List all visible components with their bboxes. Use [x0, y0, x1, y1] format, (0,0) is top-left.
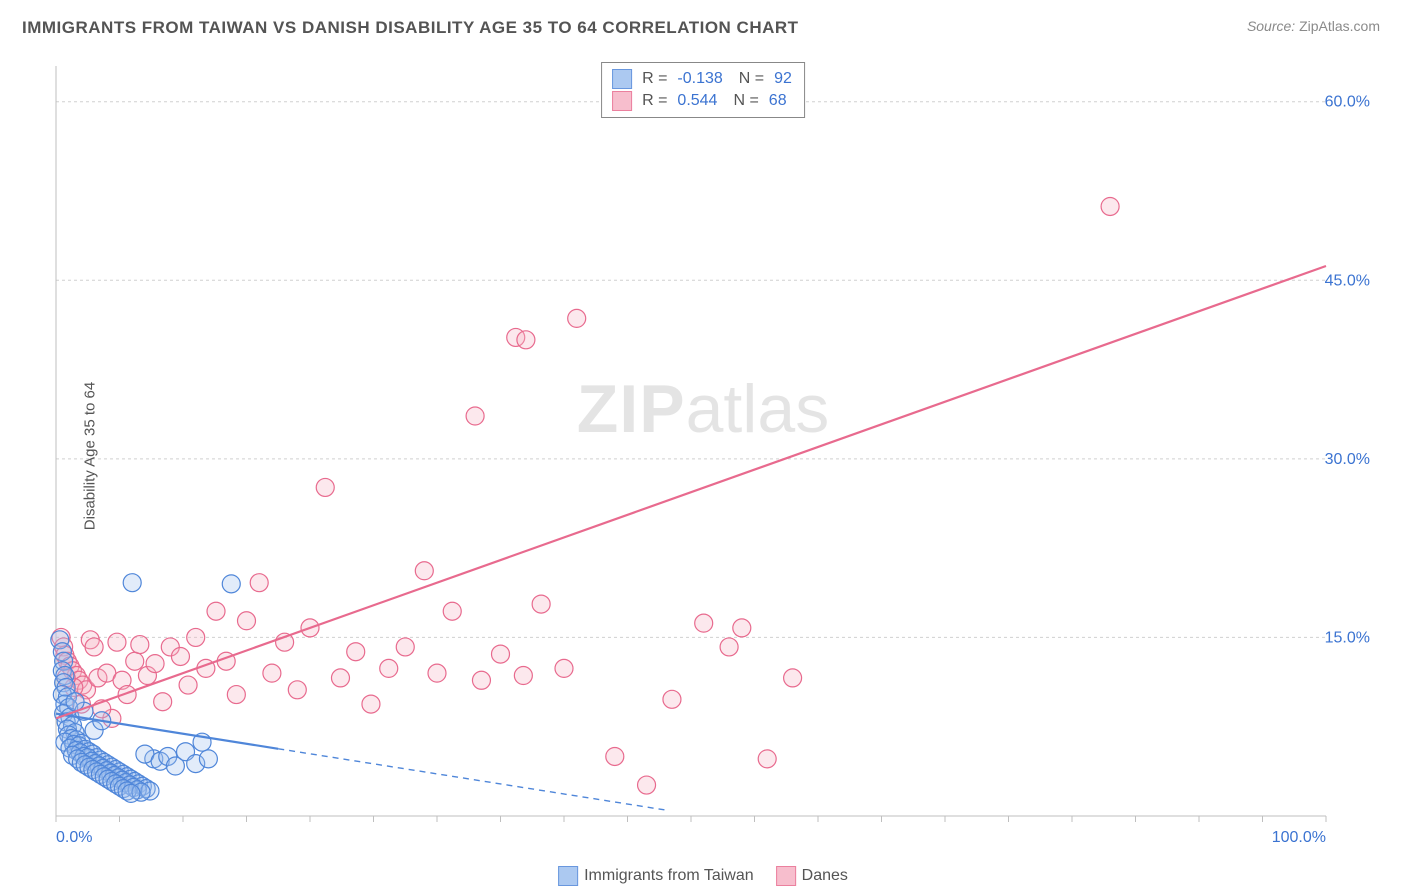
- data-point: [720, 638, 738, 656]
- y-tick-label: 30.0%: [1325, 451, 1370, 468]
- data-point: [695, 614, 713, 632]
- legend-label: Immigrants from Taiwan: [584, 867, 754, 884]
- data-point: [362, 695, 380, 713]
- data-point: [146, 655, 164, 673]
- data-point: [532, 595, 550, 613]
- legend-item: Immigrants from Taiwan: [558, 866, 754, 886]
- data-point: [123, 574, 141, 592]
- y-tick-label: 60.0%: [1325, 94, 1370, 111]
- data-point: [380, 659, 398, 677]
- legend-r-label: R =: [642, 90, 667, 112]
- legend-swatch: [558, 866, 578, 886]
- trend-line: [56, 266, 1326, 718]
- legend-r-label: R =: [642, 68, 667, 90]
- data-point: [66, 693, 84, 711]
- series-legend: Immigrants from Taiwan Danes: [558, 866, 848, 886]
- legend-n-label: N =: [733, 90, 758, 112]
- source-attribution: Source: ZipAtlas.com: [1247, 18, 1380, 34]
- data-point: [517, 331, 535, 349]
- x-tick-label: 0.0%: [56, 829, 92, 846]
- data-point: [472, 671, 490, 689]
- data-point: [171, 647, 189, 665]
- data-point: [227, 686, 245, 704]
- data-point: [514, 667, 532, 685]
- legend-n-label: N =: [739, 68, 764, 90]
- data-point: [238, 612, 256, 630]
- data-point: [555, 659, 573, 677]
- data-point: [187, 628, 205, 646]
- data-point: [126, 652, 144, 670]
- data-point: [443, 602, 461, 620]
- legend-swatch: [612, 69, 632, 89]
- data-point: [492, 645, 510, 663]
- source-label: Source:: [1247, 18, 1295, 34]
- data-point: [131, 636, 149, 654]
- legend-item: Danes: [776, 866, 848, 886]
- legend-r-value: 0.544: [677, 90, 717, 112]
- legend-swatch: [776, 866, 796, 886]
- correlation-legend: R =-0.138N =92R =0.544N =68: [601, 62, 805, 118]
- data-point: [784, 669, 802, 687]
- data-point: [331, 669, 349, 687]
- scatter-plot: 15.0% 30.0% 45.0% 60.0% 0.0% 100.0%: [46, 56, 1380, 856]
- data-point: [663, 690, 681, 708]
- data-point: [396, 638, 414, 656]
- data-point: [638, 776, 656, 794]
- data-point: [733, 619, 751, 637]
- data-point: [415, 562, 433, 580]
- data-point: [428, 664, 446, 682]
- data-point: [122, 784, 140, 802]
- legend-label: Danes: [802, 867, 848, 884]
- data-point: [222, 575, 240, 593]
- legend-r-value: -0.138: [677, 68, 722, 90]
- data-point: [347, 643, 365, 661]
- data-point: [207, 602, 225, 620]
- chart-title: IMMIGRANTS FROM TAIWAN VS DANISH DISABIL…: [22, 18, 799, 38]
- data-point: [263, 664, 281, 682]
- legend-n-value: 68: [769, 90, 787, 112]
- legend-row: R = 0.544 N = 68: [612, 90, 792, 112]
- legend-row: R = -0.138 N = 92: [612, 68, 792, 90]
- source-value: ZipAtlas.com: [1299, 18, 1380, 34]
- data-point: [85, 638, 103, 656]
- data-point: [758, 750, 776, 768]
- x-tick-label: 100.0%: [1272, 829, 1326, 846]
- data-point: [108, 633, 126, 651]
- data-point: [199, 750, 217, 768]
- data-point: [179, 676, 197, 694]
- y-tick-label: 45.0%: [1325, 272, 1370, 289]
- legend-swatch: [612, 91, 632, 111]
- data-point: [288, 681, 306, 699]
- legend-n-value: 92: [774, 68, 792, 90]
- data-point: [568, 309, 586, 327]
- data-point: [154, 693, 172, 711]
- y-axis-label: Disability Age 35 to 64: [82, 382, 99, 530]
- data-point: [606, 747, 624, 765]
- data-point: [466, 407, 484, 425]
- chart-area: Disability Age 35 to 64 15.0% 30.0% 45.0% 6…: [46, 56, 1380, 856]
- data-point: [1101, 197, 1119, 215]
- data-point: [250, 574, 268, 592]
- y-tick-label: 15.0%: [1325, 629, 1370, 646]
- data-point: [316, 478, 334, 496]
